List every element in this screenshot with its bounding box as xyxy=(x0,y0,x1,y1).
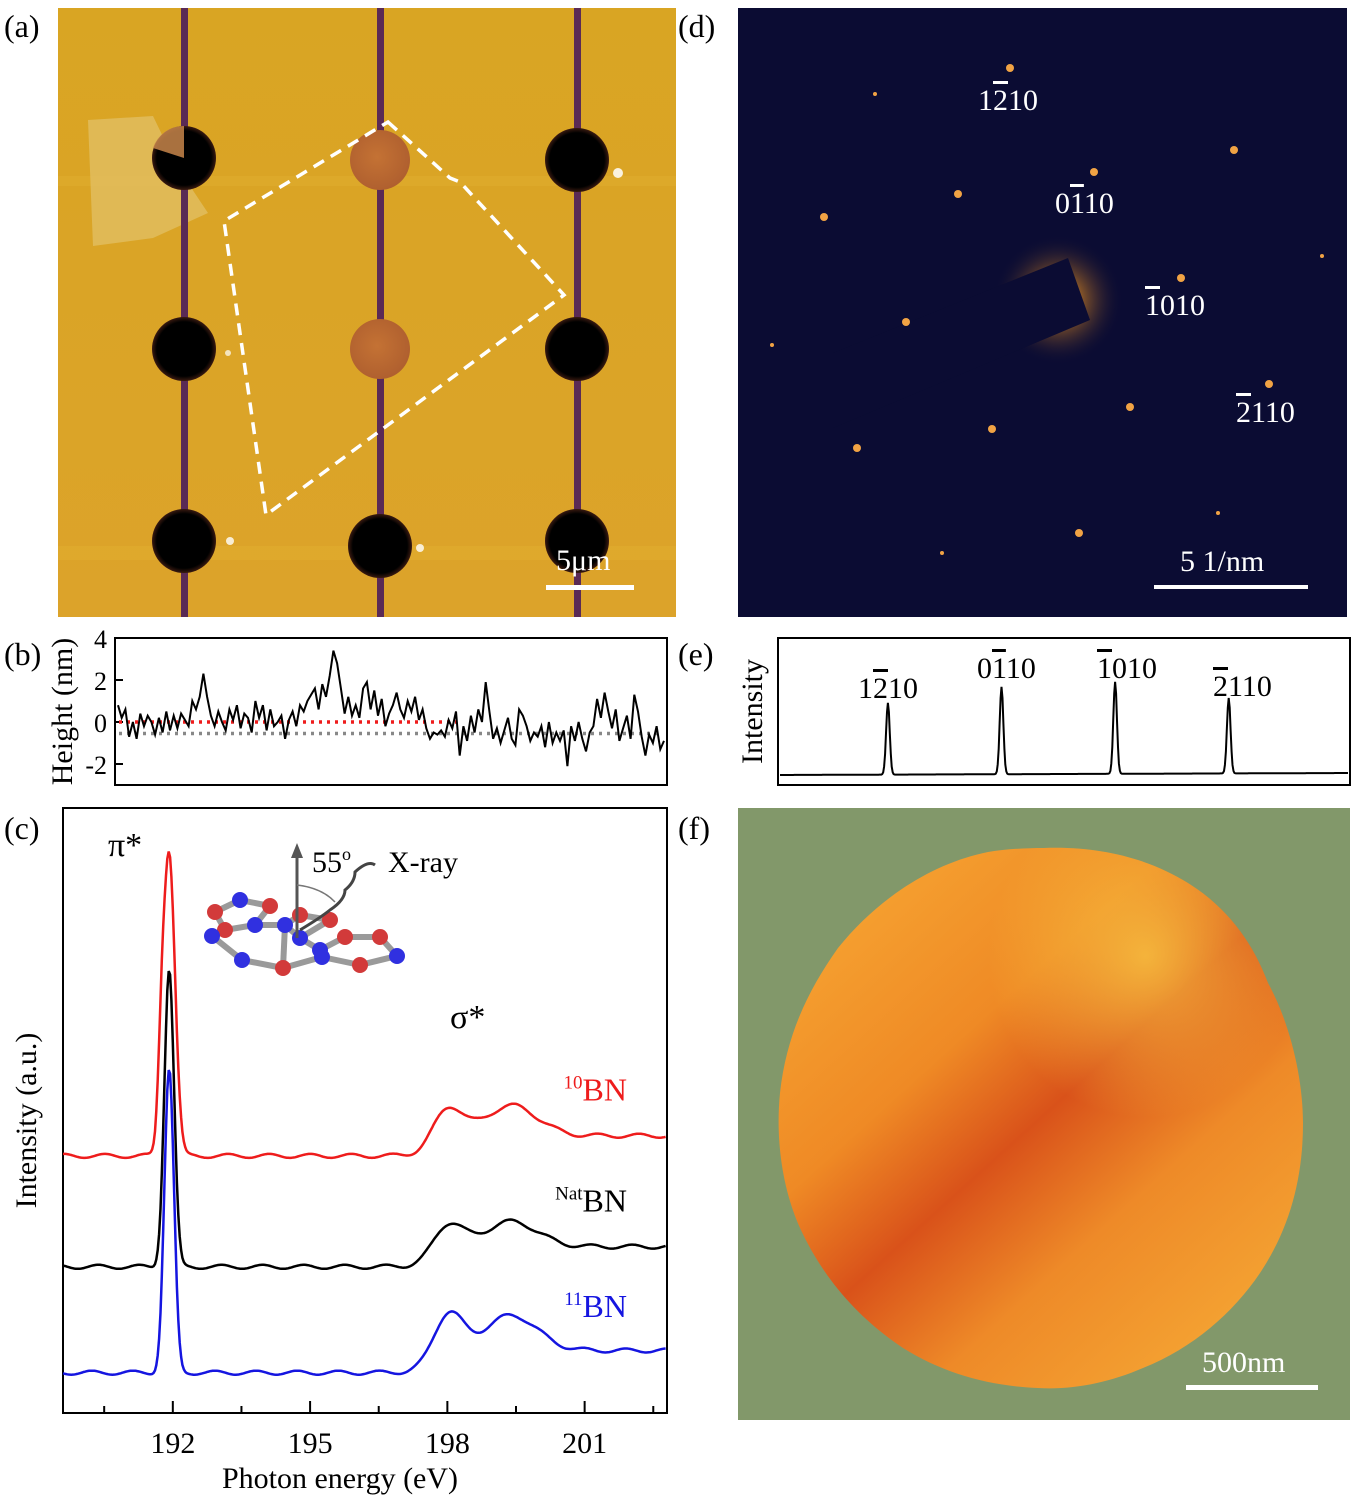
spectrum-line-11BN xyxy=(62,1069,666,1376)
nitrogen-atom xyxy=(314,949,330,965)
boron-atom xyxy=(372,929,388,945)
panel-d-label: (d) xyxy=(678,8,716,44)
afm-scale-bar-label: 5μm xyxy=(556,544,611,577)
profile-line xyxy=(117,650,665,767)
bn-lattice-inset: 55o X-ray xyxy=(204,843,458,976)
peak-label-2: 0110 xyxy=(977,652,1036,685)
peak-label-1: 1210 xyxy=(858,672,918,705)
spectrum-line-10BN xyxy=(63,851,666,1160)
panel-e-label: (e) xyxy=(678,636,714,672)
nitrogen-atom xyxy=(292,930,308,946)
panel-a-label: (a) xyxy=(4,8,40,44)
spectra-ylabel: Intensity (a.u.) xyxy=(10,1033,43,1209)
legend-label-10BN: 10BN xyxy=(564,1071,627,1107)
xray-wave xyxy=(299,862,376,932)
boron-atom xyxy=(352,957,368,973)
spectra-xtick-label: 195 xyxy=(288,1427,333,1460)
pi-star-label: π* xyxy=(108,827,142,864)
boron-atom xyxy=(207,904,223,920)
profile-frame xyxy=(114,637,668,786)
spectra-xlabel: Photon energy (eV) xyxy=(222,1462,458,1495)
panel-f-label: (f) xyxy=(678,810,710,846)
boron-atom xyxy=(275,960,291,976)
boron-atom xyxy=(292,907,308,923)
nitrogen-atom xyxy=(389,948,405,964)
legend-label-NatBN: NatBN xyxy=(555,1182,627,1218)
panel-c-label: (c) xyxy=(4,810,40,846)
spectra-xtick-label: 192 xyxy=(150,1427,195,1460)
nitrogen-atom xyxy=(204,928,220,944)
profile-ytick-label: 2 xyxy=(94,667,107,696)
profile-ytick-label: 0 xyxy=(94,709,107,738)
spot-label-3: 1010 xyxy=(1145,289,1205,322)
profile-ytick-label: 4 xyxy=(94,625,107,654)
sigma-star-label: σ* xyxy=(450,999,485,1036)
normal-axis-arrowhead xyxy=(291,843,303,858)
profile-ylabel: Height (nm) xyxy=(46,638,79,785)
diffraction-image xyxy=(738,8,1347,617)
angle-label: 55o xyxy=(312,844,351,879)
boron-atom xyxy=(217,922,233,938)
afm-image xyxy=(58,8,676,617)
spectra-frame xyxy=(62,807,668,1414)
peak-label-3: 1010 xyxy=(1097,652,1157,685)
peak-label-4: 2110 xyxy=(1213,670,1272,703)
spectrum-line-NatBN xyxy=(62,970,666,1271)
membrane-image xyxy=(738,808,1350,1420)
boron-atom xyxy=(262,898,278,914)
intensity-line xyxy=(780,681,1348,776)
spectra-xtick-label: 201 xyxy=(562,1427,607,1460)
nitrogen-atom xyxy=(277,917,293,933)
boron-atom xyxy=(337,929,353,945)
boron-atom xyxy=(322,912,338,928)
membrane-scale-bar-label: 500nm xyxy=(1202,1346,1286,1379)
xray-label: X-ray xyxy=(388,846,458,879)
nitrogen-atom xyxy=(232,892,248,908)
angle-arc xyxy=(296,884,336,903)
legend-label-11BN: 11BN xyxy=(564,1288,627,1324)
spot-label-2: 0110 xyxy=(1055,187,1114,220)
spectra-xtick-label: 198 xyxy=(425,1427,470,1460)
intensity-ylabel: Intensity xyxy=(736,659,769,764)
profile-ytick-label: -2 xyxy=(85,751,107,780)
nitrogen-atom xyxy=(234,952,250,968)
diffraction-scale-bar-label: 5 1/nm xyxy=(1180,545,1265,578)
intensity-frame xyxy=(777,637,1351,786)
spot-label-1: 1210 xyxy=(978,84,1038,117)
diffraction-intensity-chart: Intensity xyxy=(736,637,1351,786)
panel-b-label: (b) xyxy=(4,636,42,672)
nitrogen-atom xyxy=(247,917,263,933)
xas-spectra-chart: 192 195 198 201 Photon energy (eV) Intensity … xyxy=(10,807,668,1495)
spot-label-4: 2110 xyxy=(1236,396,1295,429)
